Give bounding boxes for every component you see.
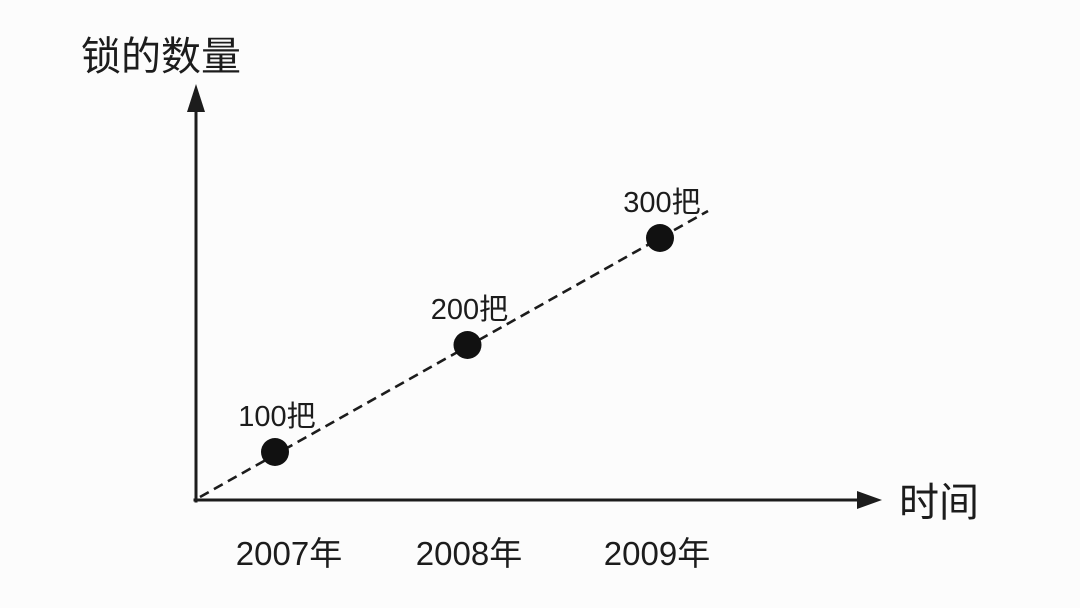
x-tick-label: 2008年 [416,535,522,572]
data-point [646,224,674,252]
x-ticks-layer: 2007年 2008年 2009年 [236,535,710,572]
data-point [261,438,289,466]
y-axis-label: 锁的数量 [81,35,241,79]
data-points-layer: 100把 200把 300把 [238,186,701,466]
data-point [453,331,482,359]
data-point-label: 200把 [431,293,508,326]
data-point-label: 100把 [238,400,315,433]
y-axis-arrowhead-icon [187,84,205,112]
x-axis-arrowhead-icon [857,491,882,509]
data-point-label: 300把 [623,186,700,219]
x-tick-label: 2009年 [604,535,710,572]
x-axis-label: 时间 [899,481,979,525]
x-tick-label: 2007年 [236,535,342,572]
